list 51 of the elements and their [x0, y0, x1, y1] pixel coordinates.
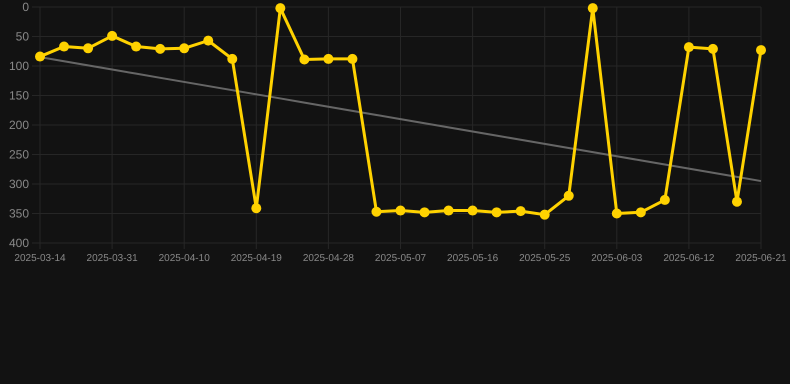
x-tick-label: 2025-05-25	[519, 253, 571, 264]
x-tick-label: 2025-06-12	[663, 253, 715, 264]
y-tick-label: 50	[16, 30, 30, 44]
x-tick-label: 2025-03-31	[86, 253, 138, 264]
point	[516, 206, 526, 216]
point	[131, 42, 142, 52]
point	[227, 54, 238, 64]
y-tick-label: 150	[8, 88, 30, 103]
point	[468, 206, 478, 216]
point	[179, 43, 190, 54]
point	[564, 190, 574, 201]
point	[107, 30, 118, 41]
point	[492, 207, 502, 218]
x-tick-label: 2025-06-21	[735, 253, 788, 264]
point	[83, 43, 94, 54]
x-tick-label: 2025-04-10	[158, 253, 210, 264]
point	[588, 3, 598, 14]
point	[203, 36, 214, 46]
y-tick-label: 100	[8, 59, 30, 74]
point	[299, 54, 310, 65]
x-tick-label: 2025-03-14	[14, 253, 66, 264]
point	[756, 45, 766, 56]
y-tick-label: 350	[8, 206, 30, 221]
point	[660, 194, 670, 205]
point	[251, 203, 262, 214]
y-tick-label: 400	[8, 236, 30, 250]
point	[732, 196, 742, 207]
point	[708, 44, 718, 54]
point	[59, 42, 70, 52]
y-tick-label: 300	[8, 177, 30, 192]
y-tick-label: 250	[8, 148, 30, 162]
point	[684, 42, 694, 52]
point	[155, 44, 166, 54]
point	[347, 54, 358, 64]
x-tick-label: 2025-06-03	[591, 253, 643, 264]
point	[323, 54, 334, 64]
point	[612, 208, 622, 218]
point	[420, 207, 430, 218]
point	[35, 52, 45, 62]
x-tick-label: 2025-04-19	[230, 253, 282, 264]
x-tick-label: 2025-04-28	[302, 253, 354, 264]
point	[444, 206, 454, 216]
point	[540, 210, 550, 220]
x-tick-label: 2025-05-07	[374, 253, 427, 264]
point	[371, 206, 382, 217]
point	[396, 206, 406, 216]
x-tick-label: 2025-05-16	[447, 253, 499, 264]
y-tick-label: 200	[8, 118, 30, 132]
y-tick-label: 0	[22, 0, 30, 14]
point	[636, 207, 646, 218]
point	[275, 3, 286, 14]
